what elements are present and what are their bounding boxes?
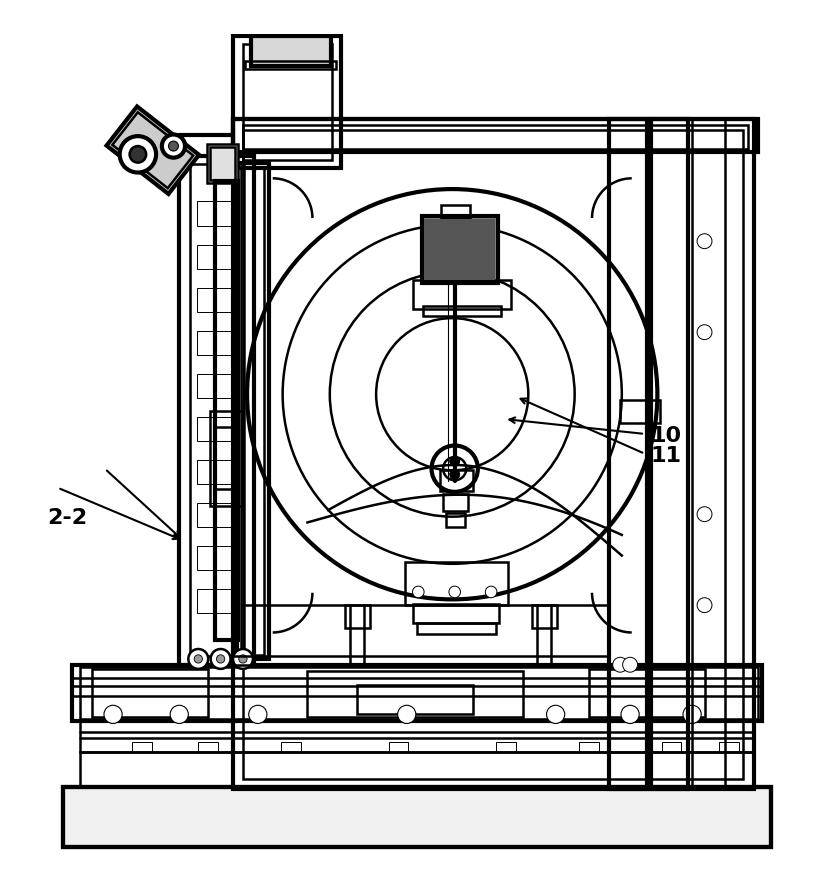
Bar [92, 669, 208, 717]
Bar [443, 495, 468, 511]
Bar [179, 156, 254, 665]
Bar [198, 743, 218, 753]
Bar [210, 410, 243, 506]
Bar [424, 219, 496, 280]
Circle shape [398, 705, 416, 723]
Circle shape [233, 649, 253, 669]
Bar [281, 743, 300, 753]
Bar [692, 119, 725, 788]
Text: 11: 11 [651, 446, 681, 466]
Bar [190, 164, 244, 657]
Bar [207, 143, 238, 184]
Text: 10: 10 [651, 426, 682, 445]
Bar [307, 671, 523, 717]
Bar [423, 306, 501, 315]
Circle shape [447, 244, 463, 260]
Bar [344, 605, 369, 628]
Circle shape [104, 705, 122, 723]
Bar [357, 685, 473, 714]
Bar [447, 513, 465, 527]
Circle shape [120, 136, 156, 173]
Bar [720, 743, 740, 753]
Bar [442, 205, 470, 218]
Bar [63, 788, 771, 847]
Circle shape [239, 655, 247, 663]
Bar [198, 460, 235, 485]
Circle shape [188, 649, 208, 669]
Polygon shape [106, 107, 199, 194]
Circle shape [546, 705, 564, 723]
Bar [71, 665, 763, 721]
Bar [215, 181, 238, 640]
Circle shape [162, 134, 185, 158]
Bar [80, 753, 754, 788]
Circle shape [211, 649, 231, 669]
Circle shape [435, 232, 475, 271]
Bar [233, 119, 759, 151]
Bar [198, 245, 235, 270]
Circle shape [170, 705, 188, 723]
Bar [198, 288, 235, 313]
Bar [413, 280, 511, 309]
Circle shape [621, 705, 639, 723]
Circle shape [217, 655, 225, 663]
Bar [588, 669, 705, 717]
Circle shape [683, 705, 701, 723]
Bar [233, 36, 340, 168]
Circle shape [450, 470, 460, 479]
Bar [243, 130, 744, 779]
Bar [63, 788, 771, 847]
Circle shape [486, 586, 497, 598]
Bar [198, 417, 235, 442]
Circle shape [697, 234, 712, 248]
Circle shape [249, 705, 267, 723]
Bar [80, 668, 759, 719]
Circle shape [622, 658, 637, 672]
Bar [233, 119, 754, 788]
Bar [132, 743, 152, 753]
Bar [210, 147, 235, 180]
Bar [405, 562, 508, 605]
Bar [198, 546, 235, 571]
Bar [609, 119, 647, 788]
Circle shape [613, 658, 627, 672]
Bar [198, 589, 235, 614]
Circle shape [697, 598, 712, 613]
Text: 2-2: 2-2 [46, 508, 87, 529]
Bar [198, 374, 235, 399]
Bar [651, 119, 688, 788]
Bar [251, 36, 330, 65]
Bar [246, 61, 336, 69]
Circle shape [449, 586, 461, 598]
Bar [198, 503, 235, 528]
Bar [80, 721, 754, 753]
Bar [496, 743, 516, 753]
Bar [413, 604, 500, 624]
Bar [237, 162, 269, 659]
Circle shape [168, 141, 178, 151]
Circle shape [129, 146, 146, 162]
Bar [215, 427, 238, 489]
Bar [417, 623, 496, 634]
Bar [533, 605, 557, 628]
Bar [620, 400, 660, 423]
Circle shape [194, 655, 203, 663]
Bar [198, 202, 235, 227]
Bar [440, 470, 473, 491]
Bar [579, 743, 598, 753]
Bar [662, 743, 681, 753]
Circle shape [450, 456, 460, 466]
Bar [422, 216, 498, 282]
Bar [198, 331, 235, 356]
Circle shape [413, 586, 424, 598]
Bar [243, 44, 332, 160]
Circle shape [697, 324, 712, 340]
Circle shape [697, 507, 712, 521]
Bar [242, 167, 265, 655]
Bar [243, 125, 748, 149]
Bar [388, 743, 408, 753]
